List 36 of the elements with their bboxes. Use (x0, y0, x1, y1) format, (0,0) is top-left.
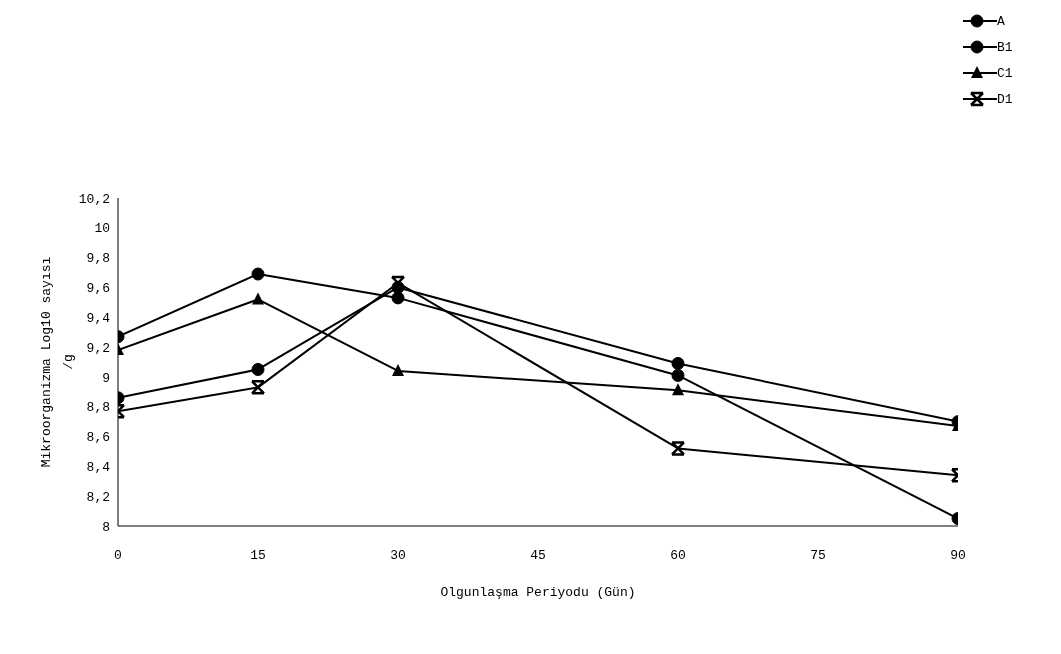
x-tick-label: 60 (670, 548, 686, 564)
point (250, 380, 266, 395)
y-tick-label: 8,8 (86, 400, 110, 416)
legend-label: B1 (997, 39, 1013, 55)
point (672, 383, 684, 396)
point (671, 356, 685, 370)
point (390, 275, 406, 291)
y-tick-label: 8,2 (86, 489, 110, 505)
legend-label: C1 (997, 65, 1013, 81)
y-tick-label: 9,2 (86, 340, 110, 356)
point (392, 363, 404, 376)
point (252, 292, 264, 305)
y-tick-label: 8 (102, 519, 110, 535)
x-tick-label: 45 (530, 548, 546, 564)
y-tick-label: 8,4 (86, 459, 111, 475)
y-tick-label: 9,6 (86, 281, 110, 297)
y-tick-label: 10,2 (78, 191, 110, 207)
y-axis-title: Mikroorganizma Log10 sayısı /g (39, 256, 76, 468)
legend-label: A (997, 13, 1005, 29)
x-tick-label: 15 (250, 548, 266, 564)
x-tick-label: 90 (950, 548, 966, 564)
legend-label: D1 (997, 91, 1013, 107)
x-tick-label: 75 (810, 548, 826, 564)
point (391, 291, 405, 305)
y-tick-label: 10 (94, 221, 110, 237)
x-axis-title: Olgunlaşma Periyodu (Gün) (440, 585, 636, 600)
y-tick-label: 8,6 (86, 430, 110, 446)
point (251, 362, 265, 376)
point (671, 368, 685, 382)
x-tick-label: 30 (390, 548, 406, 564)
y-tick-label: 9 (102, 370, 110, 386)
point (251, 267, 265, 281)
x-tick-label: 0 (114, 548, 122, 564)
y-tick-label: 9,8 (86, 251, 110, 267)
y-tick-label: 9,4 (86, 310, 111, 326)
point (670, 441, 686, 456)
